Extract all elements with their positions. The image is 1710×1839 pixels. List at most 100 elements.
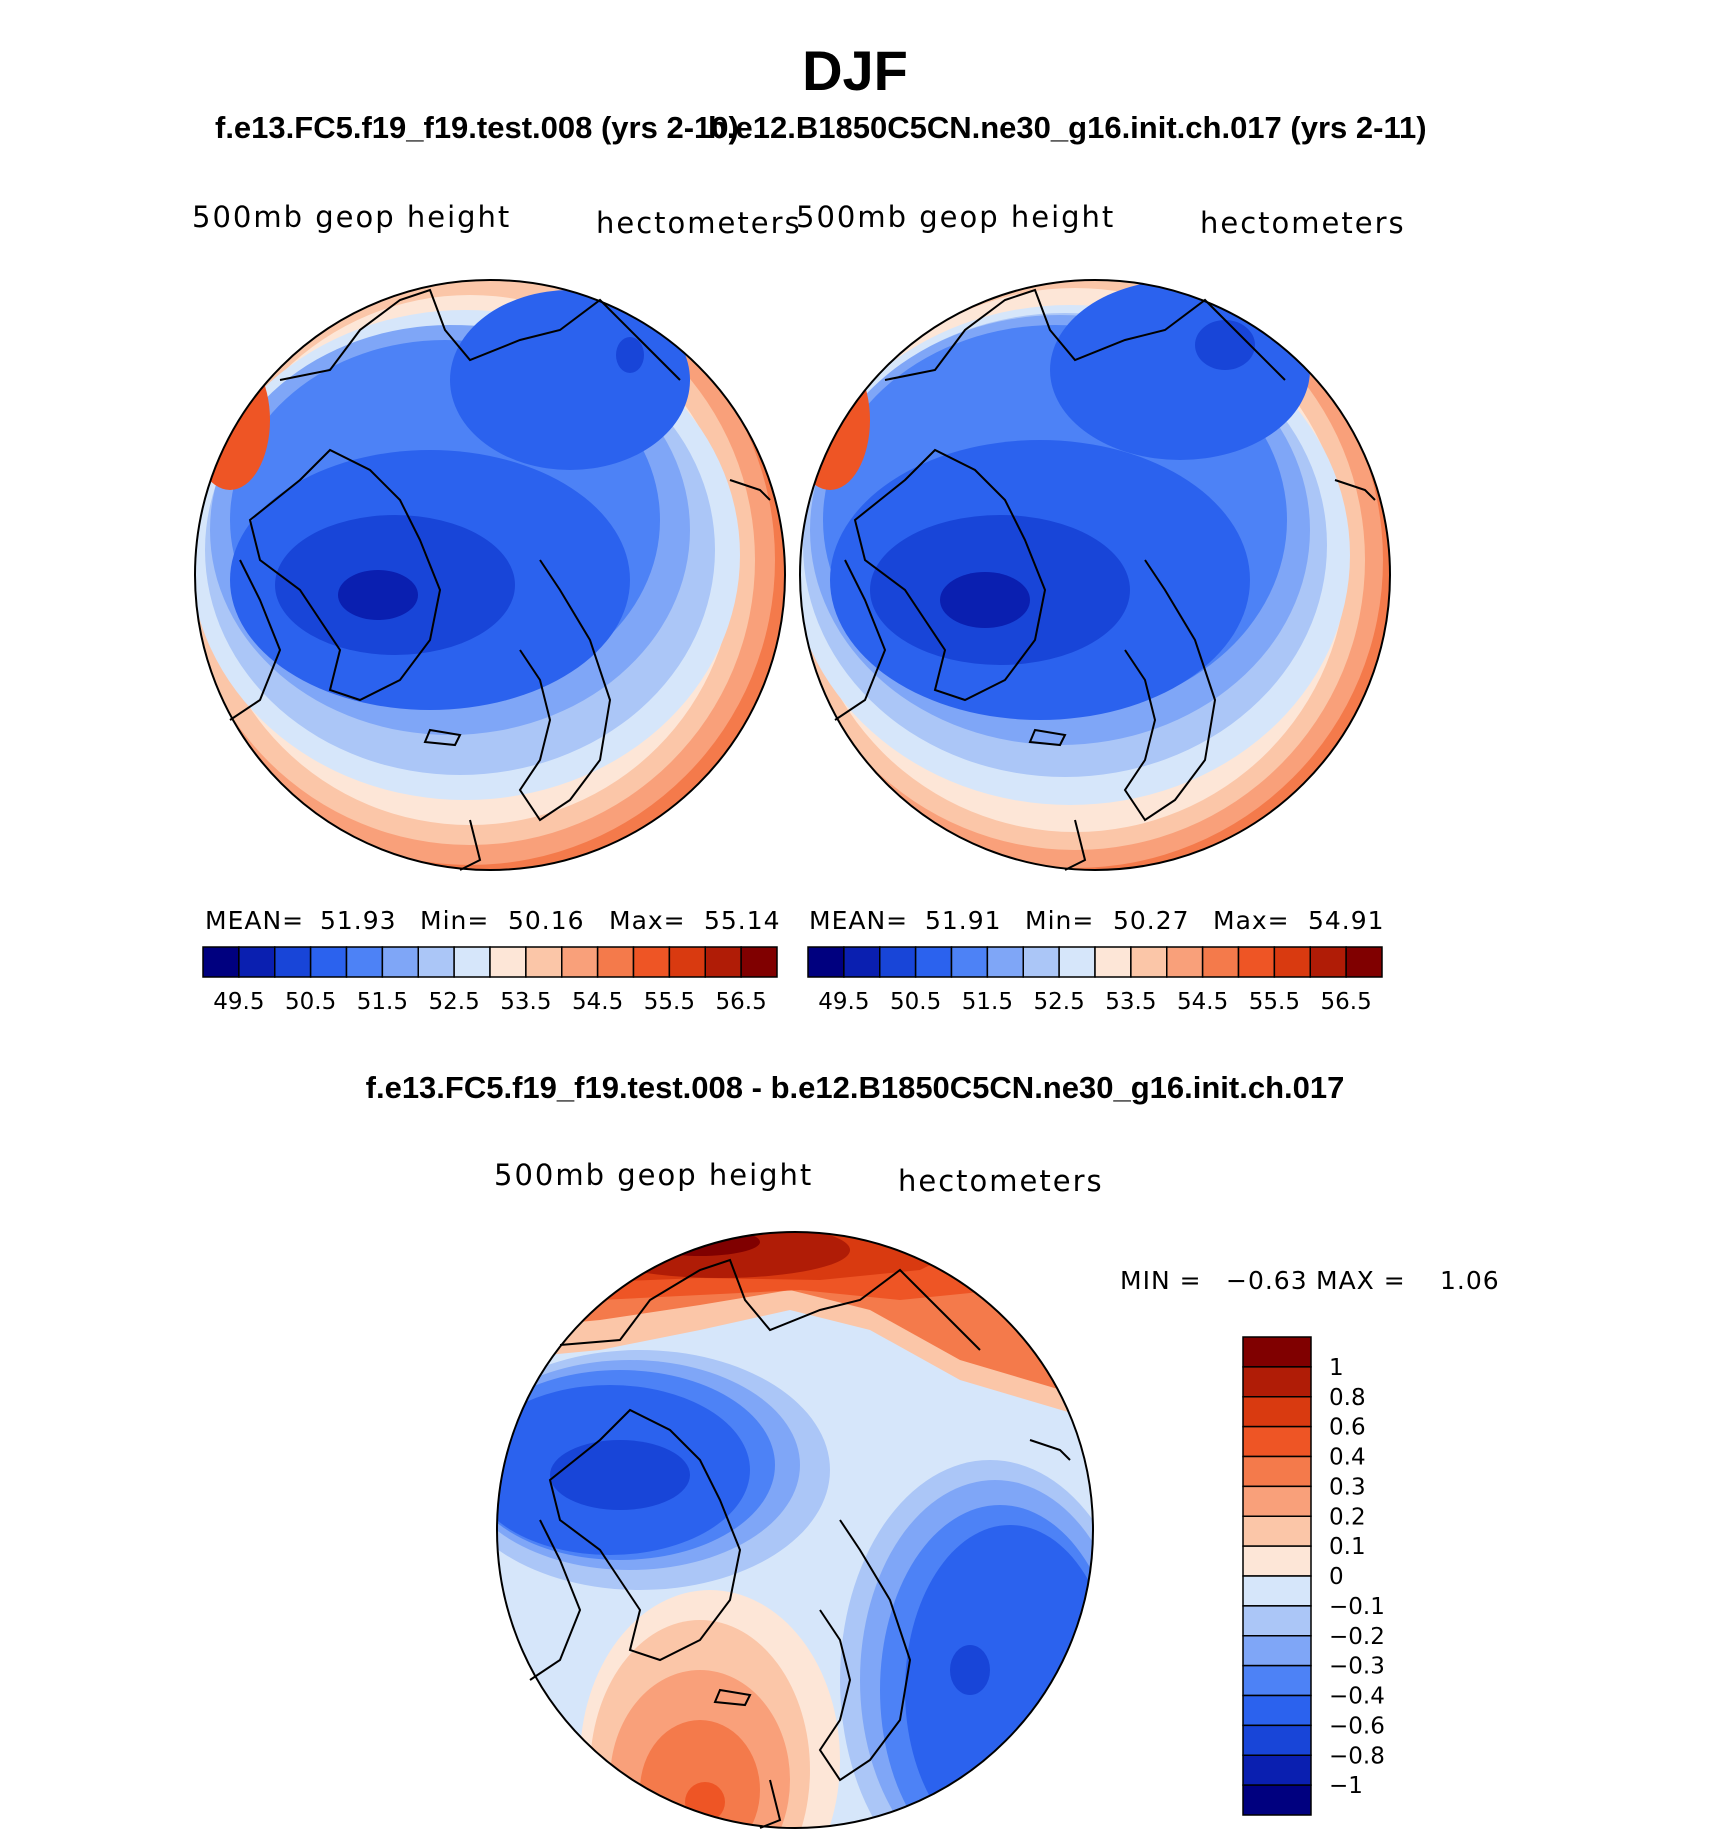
difference-map-border bbox=[496, 1231, 1094, 1829]
colorbar-swatch bbox=[345, 946, 384, 978]
colorbar-swatch bbox=[238, 946, 276, 978]
diff-min-value: −0.63 bbox=[1226, 1266, 1308, 1295]
diff-max-label: MAX = bbox=[1316, 1266, 1406, 1295]
colorbar-tick-label: 53.5 bbox=[1105, 989, 1156, 1015]
right-variable-label: 500mb geop height bbox=[796, 200, 1116, 234]
colorbar-swatch bbox=[1242, 1485, 1312, 1517]
difference-coastlines bbox=[529, 1258, 1071, 1829]
colorbar-swatch bbox=[1345, 946, 1383, 978]
colorbar-tick-label: −0.8 bbox=[1329, 1743, 1385, 1769]
right-units-label: hectometers bbox=[1200, 206, 1406, 240]
colorbar-swatch bbox=[1058, 946, 1096, 978]
colorbar-tick-label: 0.2 bbox=[1329, 1504, 1366, 1530]
colorbar-swatch bbox=[1242, 1545, 1312, 1577]
left-case-title: f.e13.FC5.f19_f19.test.008 (yrs 2-10) bbox=[215, 110, 739, 145]
left-coastlines bbox=[229, 288, 771, 871]
right-mean-label: MEAN= bbox=[809, 906, 909, 935]
colorbar-swatch bbox=[1242, 1635, 1312, 1667]
colorbar-swatch bbox=[1242, 1724, 1312, 1756]
colorbar-swatch bbox=[1237, 946, 1276, 978]
colorbar-swatch bbox=[453, 946, 491, 978]
colorbar-tick-label: 50.5 bbox=[285, 989, 336, 1015]
difference-polar-map bbox=[497, 1232, 1093, 1828]
right-min-value: 50.27 bbox=[1113, 906, 1190, 935]
colorbar-swatch bbox=[740, 946, 778, 978]
left-mean-value: 51.93 bbox=[320, 906, 397, 935]
colorbar-swatch bbox=[1242, 1336, 1312, 1368]
colorbar-tick-label: 55.5 bbox=[644, 989, 695, 1015]
colorbar-tick-label: 51.5 bbox=[962, 989, 1013, 1015]
colorbar-swatch bbox=[309, 946, 348, 978]
colorbar-swatch bbox=[417, 946, 455, 978]
colorbar-tick-label: 0.8 bbox=[1329, 1385, 1366, 1411]
left-mean-label: MEAN= bbox=[205, 906, 305, 935]
colorbar-tick-label: 55.5 bbox=[1249, 989, 1300, 1015]
diff-variable-label: 500mb geop height bbox=[494, 1158, 814, 1192]
colorbar-swatch bbox=[1242, 1664, 1312, 1697]
colorbar-tick-label: −1 bbox=[1329, 1773, 1363, 1799]
left-min-label: Min= bbox=[420, 906, 490, 935]
colorbar-tick-label: 56.5 bbox=[1321, 989, 1372, 1015]
colorbar-swatch bbox=[632, 946, 671, 978]
difference-colorbar: 1 0.8 0.6 0.4 0.3 0.2 0.1 0 −0.1 −0.2 −0.3 −0.4 −0.6… bbox=[1242, 1336, 1385, 1816]
colorbar-swatch bbox=[1273, 946, 1311, 978]
colorbar-tick-label: −0.3 bbox=[1329, 1654, 1385, 1680]
colorbar-tick-label: 0 bbox=[1329, 1564, 1344, 1590]
left-polar-map bbox=[195, 280, 785, 870]
colorbar-tick-label: 49.5 bbox=[213, 989, 264, 1015]
colorbar-tick-label: 0.1 bbox=[1329, 1534, 1366, 1560]
diff-units-label: hectometers bbox=[898, 1164, 1104, 1198]
colorbar-tick-label: 53.5 bbox=[500, 989, 551, 1015]
colorbar-swatch bbox=[986, 946, 1024, 978]
left-max-label: Max= bbox=[609, 906, 686, 935]
colorbar-swatch bbox=[1130, 946, 1168, 978]
colorbar-swatch bbox=[1242, 1754, 1312, 1786]
colorbar-swatch bbox=[1242, 1605, 1312, 1637]
colorbar-tick-label: −0.1 bbox=[1329, 1594, 1385, 1620]
colorbar-tick-label: 0.6 bbox=[1329, 1415, 1366, 1441]
colorbar-swatch bbox=[1022, 946, 1060, 978]
colorbar-swatch bbox=[1242, 1515, 1312, 1547]
colorbar-swatch bbox=[1201, 946, 1240, 978]
difference-title: f.e13.FC5.f19_f19.test.008 - b.e12.B1850… bbox=[365, 1070, 1345, 1105]
colorbar-swatch bbox=[561, 946, 599, 978]
colorbar-tick-label: 56.5 bbox=[716, 989, 767, 1015]
colorbar-swatch bbox=[843, 946, 881, 978]
left-min-value: 50.16 bbox=[508, 906, 585, 935]
colorbar-tick-label: 54.5 bbox=[572, 989, 623, 1015]
colorbar-tick-label: 50.5 bbox=[890, 989, 941, 1015]
right-colorbar: 49.5 50.5 51.5 52.5 53.5 54.5 55.5 56.5 bbox=[807, 946, 1383, 1015]
colorbar-tick-label: −0.4 bbox=[1329, 1684, 1385, 1710]
colorbar-swatch bbox=[596, 946, 635, 978]
left-units-label: hectometers bbox=[596, 206, 802, 240]
colorbar-tick-label: 54.5 bbox=[1177, 989, 1228, 1015]
colorbar-swatch bbox=[1242, 1396, 1312, 1428]
colorbar-swatch bbox=[1242, 1694, 1312, 1727]
right-map-border bbox=[799, 279, 1391, 871]
left-map-border bbox=[194, 279, 786, 871]
colorbar-swatch bbox=[1242, 1784, 1312, 1816]
colorbar-swatch bbox=[704, 946, 742, 978]
colorbar-swatch bbox=[489, 946, 527, 978]
colorbar-swatch bbox=[525, 946, 563, 978]
colorbar-swatch bbox=[202, 946, 240, 978]
colorbar-tick-label: 49.5 bbox=[818, 989, 869, 1015]
colorbar-swatch bbox=[1242, 1455, 1312, 1488]
diff-max-value: 1.06 bbox=[1440, 1266, 1500, 1295]
colorbar-swatch bbox=[914, 946, 953, 978]
colorbar-tick-label: 52.5 bbox=[429, 989, 480, 1015]
page-title: DJF bbox=[802, 39, 908, 102]
colorbar-swatch bbox=[879, 946, 917, 978]
colorbar-tick-label: 1 bbox=[1329, 1355, 1344, 1381]
left-variable-label: 500mb geop height bbox=[192, 200, 512, 234]
right-max-value: 54.91 bbox=[1308, 906, 1385, 935]
colorbar-swatch bbox=[1094, 946, 1132, 978]
right-mean-value: 51.91 bbox=[925, 906, 1002, 935]
colorbar-swatch bbox=[1309, 946, 1347, 978]
colorbar-tick-label: −0.6 bbox=[1329, 1713, 1385, 1739]
colorbar-swatch bbox=[381, 946, 419, 978]
colorbar-swatch bbox=[807, 946, 845, 978]
right-polar-map bbox=[800, 280, 1390, 870]
colorbar-swatch bbox=[950, 946, 989, 978]
